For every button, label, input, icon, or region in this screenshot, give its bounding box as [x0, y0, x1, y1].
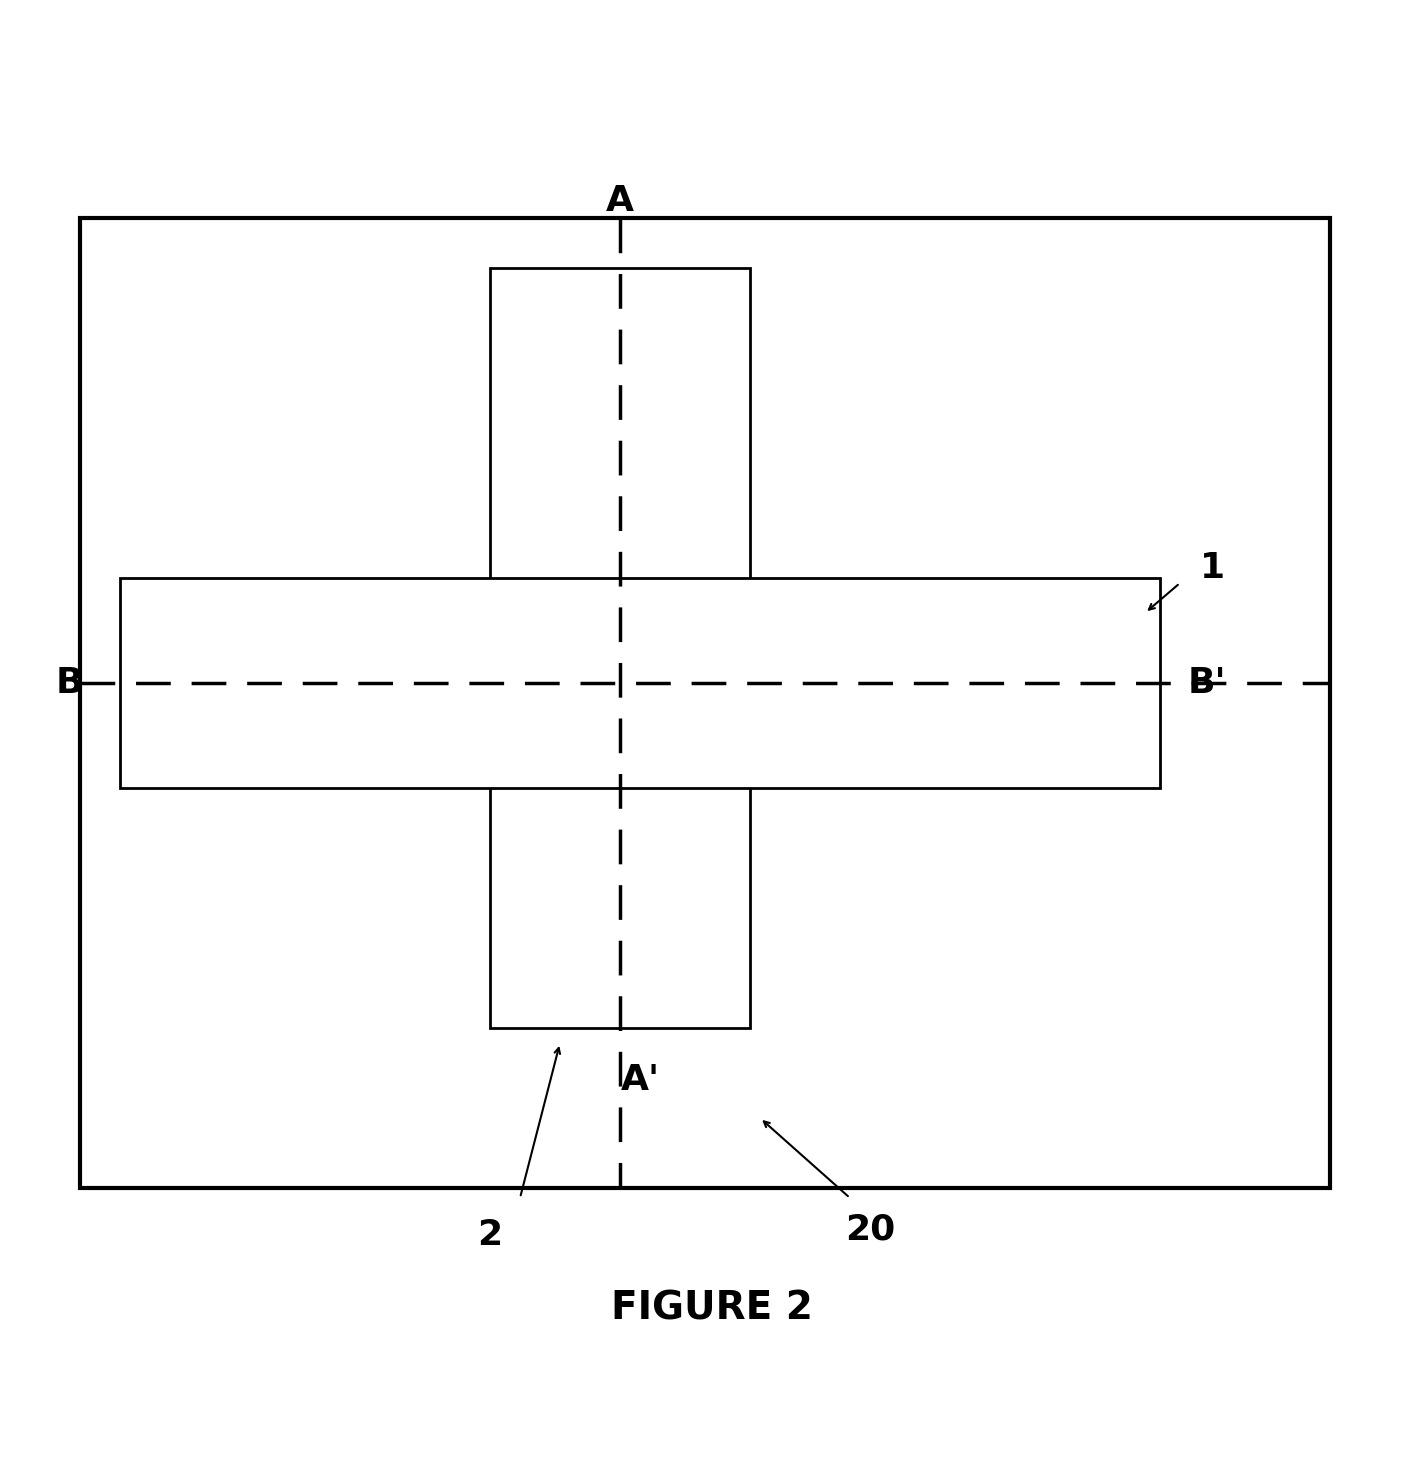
Text: B': B' — [1188, 666, 1227, 700]
Text: 1: 1 — [1200, 551, 1225, 584]
Bar — [490, 269, 750, 1027]
Text: A: A — [606, 184, 635, 218]
Text: A': A' — [620, 1063, 660, 1097]
Text: 20: 20 — [845, 1213, 895, 1247]
Text: B: B — [55, 666, 83, 700]
Bar — [120, 579, 1160, 788]
Text: 2: 2 — [478, 1218, 502, 1252]
Bar — [80, 218, 1331, 1188]
Text: FIGURE 2: FIGURE 2 — [610, 1289, 813, 1327]
